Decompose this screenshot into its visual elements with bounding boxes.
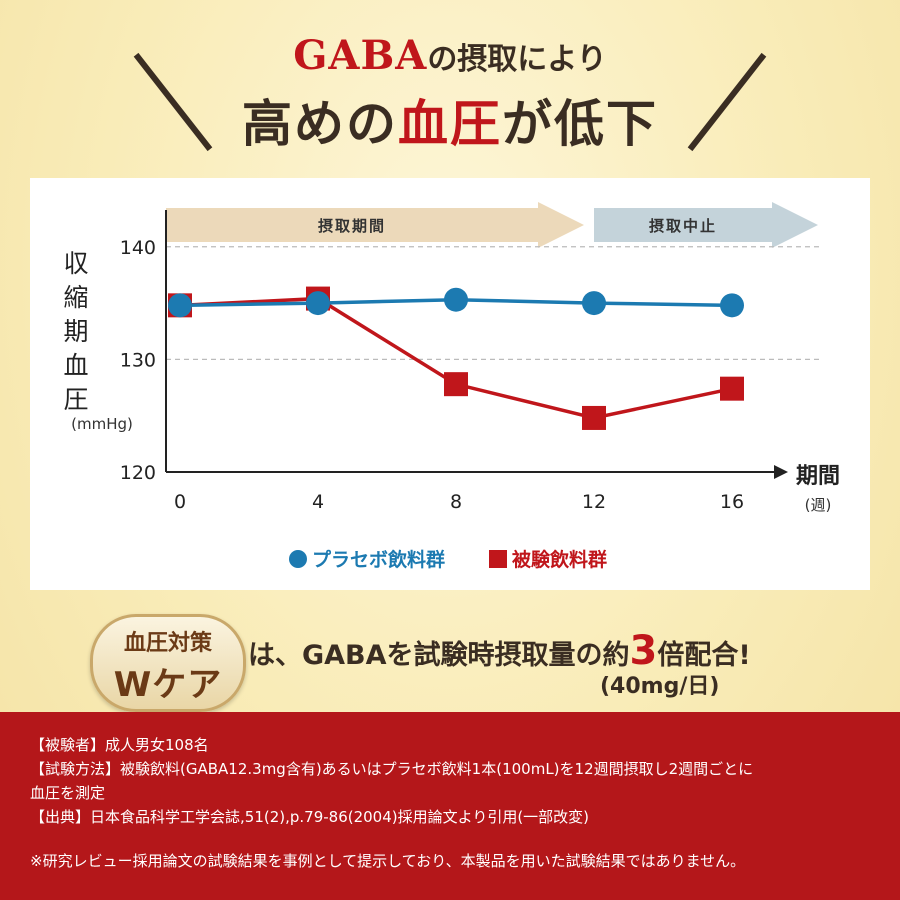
headline-line2: 高めの血圧が低下 xyxy=(0,84,900,156)
x-tick-label-8: 8 xyxy=(450,491,462,513)
footer-source: 【出典】日本食品科学工学会誌,51(2),p.79-86(2004)採用論文より… xyxy=(30,808,590,826)
badge-bottom-text: Wケア xyxy=(113,665,223,705)
y-tick-label-140: 140 xyxy=(120,237,156,259)
y-axis-label-char-4: 血 xyxy=(63,351,88,380)
footer-method: 【試験方法】被験飲料(GABA12.3mg含有)あるいはプラセボ飲料1本(100… xyxy=(30,760,754,778)
promo-claim: は、GABAを試験時摂取量の約3倍配合! xyxy=(248,628,828,674)
y-tick-label-130: 130 xyxy=(120,349,156,371)
period-arrow-1 xyxy=(166,202,584,248)
series-2-point-8 xyxy=(444,372,468,397)
period-arrow-2 xyxy=(594,202,818,248)
y-axis-label-char-2: 縮 xyxy=(63,283,88,312)
headline-line1-rest: の摂取により xyxy=(427,42,607,77)
x-axis-label: 期間 xyxy=(796,464,840,489)
legend-label-1: プラセボ飲料群 xyxy=(312,548,445,571)
series-1-point-8 xyxy=(444,287,468,312)
x-tick-label-0: 0 xyxy=(174,491,186,513)
y-axis-label-char-5: 圧 xyxy=(63,385,88,414)
legend-marker-2 xyxy=(489,550,507,568)
series-1-point-16 xyxy=(720,293,744,318)
headline-gaba: GABA xyxy=(293,32,428,79)
footer-subjects: 【被験者】成人男女108名 xyxy=(30,736,209,754)
legend-label-2: 被験飲料群 xyxy=(512,548,607,571)
x-tick-label-12: 12 xyxy=(582,491,606,513)
period-label-1: 摂取期間 xyxy=(318,217,386,235)
headline: GABAの摂取により 高めの血圧が低下 xyxy=(0,0,900,170)
badge-top-text: 血圧対策 xyxy=(123,631,212,656)
footer-method-cont: 血圧を測定 xyxy=(30,784,106,802)
claim-prefix: は、GABAを試験時摂取量の約 xyxy=(248,640,630,671)
legend-marker-1 xyxy=(289,550,307,568)
headline-line2-part1: 高めの xyxy=(242,94,398,153)
period-label-2: 摂取中止 xyxy=(649,217,717,235)
claim-suffix: 倍配合! xyxy=(657,640,751,671)
headline-line1: GABAの摂取により xyxy=(0,32,900,79)
claim-number: 3 xyxy=(629,628,658,674)
series-2-point-16 xyxy=(720,376,744,401)
x-axis-arrow xyxy=(774,465,788,479)
y-axis-unit: (mmHg) xyxy=(71,415,133,433)
headline-line2-red: 血圧 xyxy=(398,94,502,153)
y-axis-label-char-1: 収 xyxy=(63,249,88,278)
claim-dosage: (40mg/日) xyxy=(600,674,720,699)
series-1-point-0 xyxy=(168,293,192,318)
wcare-badge: 血圧対策 Wケア xyxy=(90,614,246,712)
footer-disclaimer: ※研究レビュー採用論文の試験結果を事例として提示しており、本製品を用いた試験結果… xyxy=(30,852,746,870)
x-tick-label-4: 4 xyxy=(312,491,324,513)
x-tick-label-16: 16 xyxy=(720,491,744,513)
y-axis-label-char-3: 期 xyxy=(63,317,88,346)
chart-panel: 摂取期間 摂取中止 140 130 120 収縮期血圧 0 4 8 12 16 プラセボ飲料群 被… xyxy=(30,178,870,590)
series-line-2 xyxy=(179,296,733,420)
footer-notes: 【被験者】成人男女108名 【試験方法】被験飲料(GABA12.3mg含有)ある… xyxy=(0,712,900,900)
y-tick-label-120: 120 xyxy=(120,462,156,484)
x-axis-unit: (週) xyxy=(805,496,832,514)
headline-line2-part2: が低下 xyxy=(502,94,658,153)
series-1-point-4 xyxy=(306,291,330,316)
series-2-point-12 xyxy=(582,405,606,430)
series-1-point-12 xyxy=(582,291,606,316)
